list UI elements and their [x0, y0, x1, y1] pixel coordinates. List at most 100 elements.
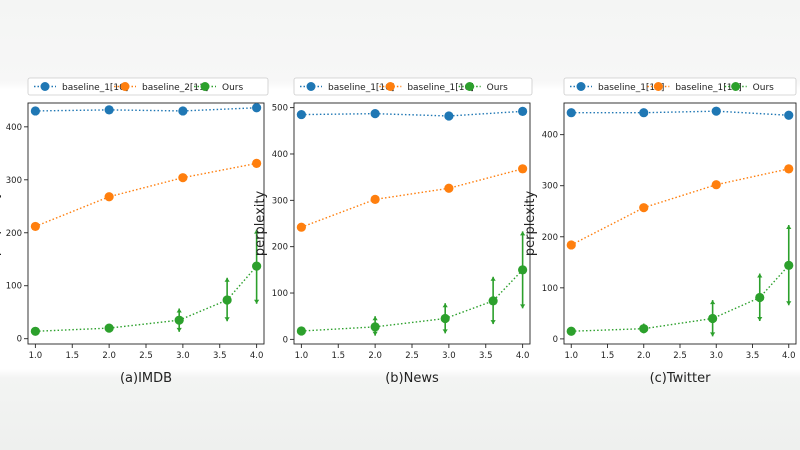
- legend-marker: [576, 82, 586, 91]
- y-axis-label: perplexity: [0, 191, 2, 257]
- data-point: [296, 222, 306, 232]
- error-cap-bottom: [254, 299, 260, 304]
- x-axis-label: (b)News: [385, 371, 439, 386]
- error-cap-top: [372, 316, 378, 321]
- y-tick-label: 0: [553, 335, 558, 345]
- series-line: [301, 168, 523, 228]
- data-point: [296, 109, 306, 120]
- x-axis-label: (c)Twitter: [650, 371, 712, 386]
- error-cap-top: [710, 300, 716, 305]
- legend-box: [563, 77, 797, 96]
- x-tick-label: 2.0: [368, 351, 382, 361]
- data-point: [252, 158, 262, 168]
- data-point: [178, 173, 188, 183]
- legend: baseline_1[10] baseline_1[10] Ours: [563, 77, 797, 96]
- error-cap-bottom: [786, 301, 792, 306]
- legend-label: Ours: [753, 83, 774, 93]
- error-cap-bottom: [442, 329, 448, 334]
- data-point: [104, 192, 114, 202]
- chart-panel-1: baseline_1[10] baseline_2[11] Ours 0 100 200 3…: [0, 77, 269, 386]
- data-point: [440, 313, 450, 324]
- data-point: [566, 240, 576, 250]
- x-tick-label: 3.5: [746, 351, 760, 361]
- data-point: [370, 194, 380, 204]
- legend-label: baseline_1[10]: [62, 83, 128, 93]
- x-tick-label: 3.0: [709, 351, 723, 361]
- x-tick-label: 3.5: [479, 351, 493, 361]
- legend-label: baseline_1[10]: [328, 83, 394, 93]
- data-point: [30, 326, 40, 336]
- data-point: [444, 183, 454, 193]
- data-point: [296, 326, 306, 336]
- y-tick-label: 400: [272, 150, 288, 160]
- legend-marker: [385, 82, 395, 91]
- legend: baseline_1[10] baseline_1[10] Ours: [293, 77, 533, 96]
- error-cap-top: [757, 273, 763, 278]
- data-point: [755, 292, 765, 303]
- data-point: [252, 103, 262, 113]
- y-axis-label: perplexity: [523, 191, 538, 257]
- series-3: [296, 231, 528, 336]
- legend-label: baseline_2[11]: [142, 83, 208, 93]
- legend-box: [293, 77, 533, 96]
- y-tick-label: 400: [6, 123, 22, 133]
- error-cap-top: [786, 225, 792, 230]
- legend-marker: [200, 82, 210, 91]
- legend-marker: [653, 82, 663, 91]
- data-point: [30, 106, 40, 116]
- legend-marker: [731, 82, 741, 91]
- y-tick-label: 200: [6, 229, 22, 239]
- series-line: [35, 162, 257, 228]
- series-line: [571, 264, 790, 332]
- data-point: [711, 106, 721, 116]
- legend-box: [27, 77, 269, 96]
- y-tick-label: 400: [542, 131, 558, 141]
- y-tick-label: 500: [272, 104, 288, 114]
- data-point: [566, 326, 576, 336]
- error-cap-top: [176, 308, 182, 313]
- data-point: [444, 111, 454, 121]
- data-point: [639, 203, 649, 213]
- error-cap-top: [254, 229, 260, 234]
- data-point: [518, 164, 528, 174]
- data-point: [104, 105, 114, 115]
- legend-label: baseline_1[10]: [598, 83, 664, 93]
- data-point: [370, 322, 380, 332]
- data-point: [711, 180, 721, 190]
- x-tick-label: 3.5: [213, 351, 227, 361]
- x-tick-label: 1.5: [601, 351, 615, 361]
- series-line: [571, 110, 789, 116]
- data-point: [370, 109, 380, 119]
- plot-frame: [563, 102, 797, 345]
- data-point: [639, 324, 649, 334]
- data-point: [518, 106, 528, 116]
- x-tick-label: 4.0: [782, 351, 796, 361]
- series-1: [30, 103, 262, 116]
- x-tick-label: 1.0: [29, 351, 43, 361]
- y-tick-label: 300: [542, 182, 558, 192]
- legend: baseline_1[10] baseline_2[11] Ours: [27, 77, 269, 96]
- y-tick-label: 200: [272, 243, 288, 253]
- data-point: [30, 221, 40, 232]
- legend-label: Ours: [487, 83, 508, 93]
- y-tick-label: 0: [283, 335, 288, 345]
- x-tick-label: 4.0: [250, 351, 264, 361]
- error-cap-top: [224, 277, 230, 282]
- chart-panel-3: baseline_1[10] baseline_1[10] Ours 0 100 200 3…: [523, 77, 797, 386]
- x-tick-label: 2.0: [102, 351, 116, 361]
- data-point: [784, 164, 794, 174]
- y-tick-label: 300: [272, 196, 288, 206]
- series-1: [296, 106, 528, 121]
- x-tick-label: 3.0: [442, 351, 456, 361]
- error-cap-bottom: [757, 317, 763, 322]
- x-tick-label: 1.5: [65, 351, 79, 361]
- x-tick-label: 4.0: [516, 351, 530, 361]
- data-point: [708, 313, 718, 324]
- x-tick-label: 3.0: [176, 351, 190, 361]
- data-point: [178, 106, 188, 116]
- series-line: [301, 110, 523, 117]
- y-tick-label: 100: [542, 284, 558, 294]
- x-tick-label: 2.5: [139, 351, 153, 361]
- y-tick-label: 200: [542, 233, 558, 243]
